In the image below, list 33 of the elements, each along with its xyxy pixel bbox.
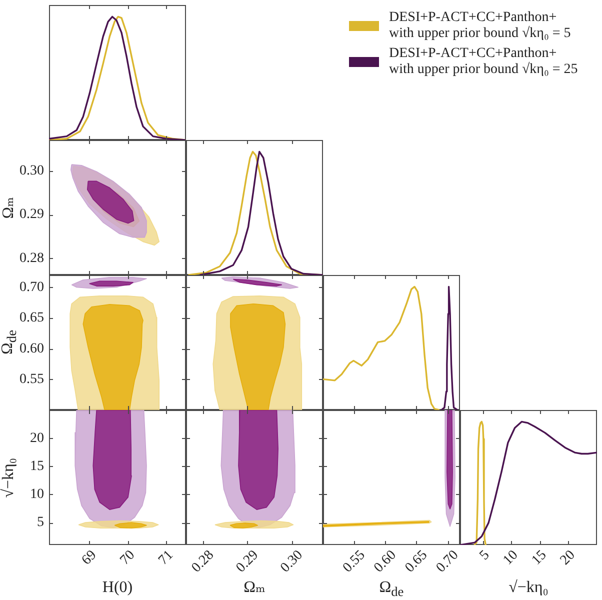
x-tick-label: 5 [477, 548, 493, 564]
x-axis-title: Ωₘ [244, 579, 266, 596]
x-tick-label: 69 [79, 548, 100, 568]
y-tick-label: 15 [30, 458, 44, 474]
y-axis-title: Ωₘ [0, 196, 17, 218]
y-tick-label: 0.70 [20, 280, 44, 295]
y-tick-label: 10 [30, 487, 44, 502]
y-tick-label: 5 [37, 515, 44, 530]
legend-label: DESI+P-ACT+CC+Panthon+ with upper prior bound √kη₀ = 25 [389, 46, 578, 78]
x-tick-label: 15 [529, 548, 550, 568]
x-axis-title: √−kη₀ [508, 579, 548, 596]
x-axis-title: Ω$_{de}$ [379, 579, 404, 600]
x-tick-label: 0.30 [278, 548, 306, 576]
y-tick-label: 0.65 [20, 310, 44, 326]
y-tick-label: 20 [30, 430, 44, 446]
y-tick-label: 0.28 [20, 251, 44, 266]
y-tick-label: 0.30 [20, 163, 44, 178]
x-tick-label: 20 [558, 548, 578, 568]
x-tick-label: 0.55 [340, 548, 368, 576]
x-tick-label: 0.60 [371, 548, 400, 576]
x-tick-label: 10 [500, 548, 522, 568]
x-tick-label: 71 [156, 548, 176, 568]
x-tick-label: 0.29 [234, 548, 262, 576]
x-tick-label: 0.28 [189, 548, 217, 576]
y-tick-label: 0.29 [20, 207, 44, 222]
y-axis-title: √−kη₀ [0, 458, 17, 498]
x-tick-label: 0.70 [434, 548, 462, 576]
x-tick-label: 70 [118, 548, 138, 568]
x-tick-label: 0.65 [402, 548, 431, 576]
x-axis-title: H(0) [102, 579, 133, 596]
y-tick-label: 0.60 [20, 341, 44, 356]
legend-label: DESI+P-ACT+CC+Panthon+ with upper prior bound √kη₀ = 5 [389, 10, 571, 42]
y-tick-label: 0.55 [20, 372, 44, 387]
